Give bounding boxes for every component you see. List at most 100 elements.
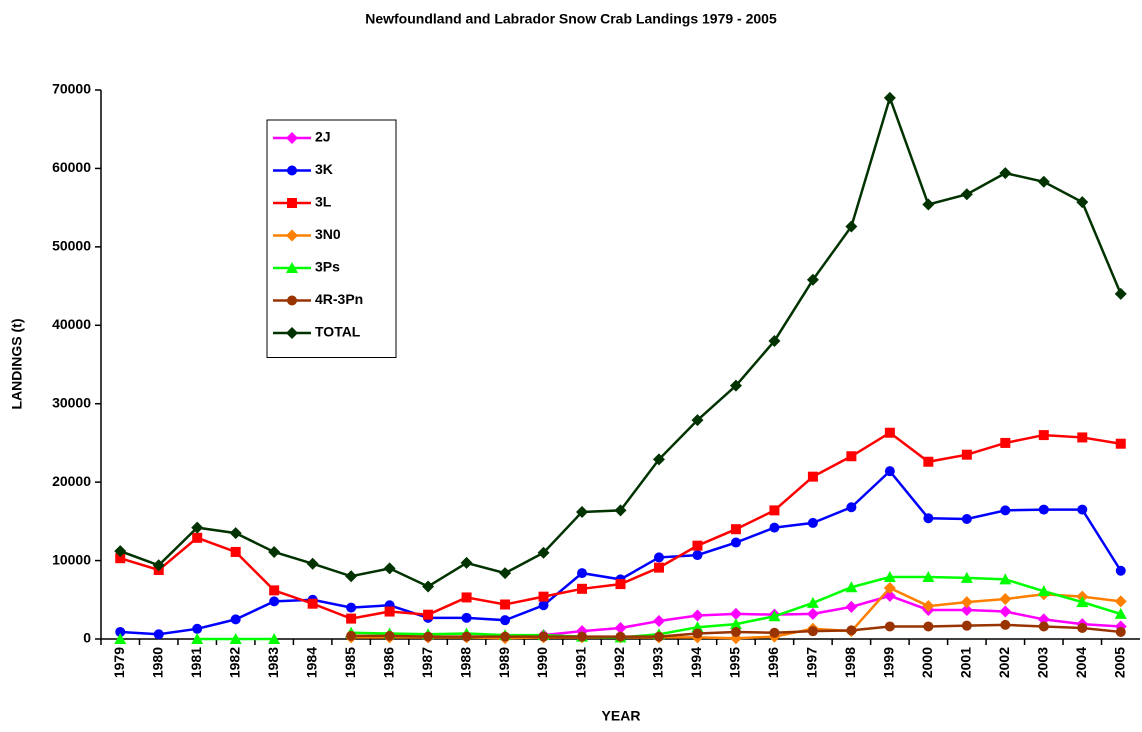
marker <box>269 585 280 596</box>
marker <box>461 592 472 603</box>
marker <box>730 524 741 535</box>
marker <box>960 188 973 201</box>
marker <box>345 570 358 583</box>
marker <box>922 600 935 613</box>
legend-label: 3Ps <box>315 259 340 275</box>
marker <box>653 631 664 642</box>
marker <box>383 562 396 575</box>
y-tick-label: 50000 <box>52 238 91 254</box>
marker <box>306 557 319 570</box>
marker <box>691 609 704 622</box>
marker <box>883 91 896 104</box>
marker <box>115 553 126 564</box>
marker <box>614 504 627 517</box>
marker <box>384 630 395 641</box>
marker <box>307 598 318 609</box>
marker <box>769 627 780 638</box>
y-tick-label: 20000 <box>52 473 91 489</box>
y-tick-label: 60000 <box>52 159 91 175</box>
marker <box>115 626 126 637</box>
x-tick-label: 1993 <box>650 647 666 678</box>
marker <box>346 613 357 624</box>
x-tick-label: 1994 <box>688 647 704 678</box>
legend-label: TOTAL <box>315 324 361 340</box>
legend-label: 3K <box>315 161 333 177</box>
x-tick-label: 1988 <box>457 647 473 678</box>
marker <box>999 167 1012 180</box>
marker <box>1115 565 1126 576</box>
marker <box>346 602 357 613</box>
marker <box>652 453 665 466</box>
marker <box>999 605 1012 618</box>
x-tick-label: 1983 <box>265 647 281 678</box>
marker <box>692 628 703 639</box>
marker <box>1000 619 1011 630</box>
marker <box>845 600 858 613</box>
marker <box>999 573 1012 585</box>
marker <box>192 532 203 543</box>
marker <box>1077 504 1088 515</box>
marker <box>729 379 742 392</box>
marker <box>538 591 549 602</box>
marker <box>845 581 858 593</box>
marker <box>460 556 473 569</box>
marker <box>230 614 241 625</box>
marker <box>286 132 298 144</box>
marker <box>692 540 703 551</box>
marker <box>884 427 895 438</box>
marker <box>1077 432 1088 443</box>
marker <box>961 620 972 631</box>
marker <box>729 618 742 630</box>
marker <box>1114 287 1127 300</box>
marker <box>269 596 280 607</box>
marker <box>461 612 472 623</box>
legend-label: 2J <box>315 129 331 145</box>
marker <box>1000 505 1011 516</box>
marker <box>653 562 664 573</box>
marker <box>923 513 934 524</box>
x-tick-label: 1982 <box>226 647 242 678</box>
marker <box>1037 175 1050 188</box>
marker <box>1076 196 1089 209</box>
y-tick-label: 0 <box>83 630 91 646</box>
marker <box>268 633 281 644</box>
marker <box>1114 607 1127 619</box>
marker <box>287 295 297 306</box>
marker <box>191 633 204 644</box>
legend-box <box>266 119 397 358</box>
x-tick-label: 1987 <box>419 647 435 678</box>
marker <box>845 220 858 233</box>
marker <box>883 582 896 595</box>
marker <box>286 327 298 339</box>
marker <box>807 471 818 482</box>
marker <box>923 621 934 632</box>
x-tick-label: 1980 <box>149 647 165 678</box>
marker <box>499 567 512 580</box>
marker <box>230 546 241 557</box>
marker <box>884 466 895 477</box>
marker <box>691 414 704 427</box>
y-tick-label: 40000 <box>52 316 91 332</box>
marker <box>1115 626 1126 637</box>
marker <box>846 451 857 462</box>
x-tick-label: 1989 <box>496 647 512 678</box>
marker <box>500 631 511 642</box>
marker <box>1114 595 1127 608</box>
y-tick-label: 10000 <box>52 551 91 567</box>
marker <box>769 522 780 533</box>
marker <box>922 571 935 583</box>
marker <box>287 198 297 208</box>
marker <box>615 579 626 590</box>
marker <box>768 610 781 622</box>
marker <box>114 545 127 558</box>
marker <box>960 596 973 609</box>
marker <box>346 630 357 641</box>
chart-title: Newfoundland and Labrador Snow Crab Land… <box>365 11 777 27</box>
marker <box>461 631 472 642</box>
x-tick-label: 1981 <box>188 647 204 678</box>
marker <box>806 273 819 286</box>
marker <box>191 521 204 534</box>
marker <box>500 599 511 610</box>
marker <box>846 625 857 636</box>
marker <box>729 607 742 620</box>
